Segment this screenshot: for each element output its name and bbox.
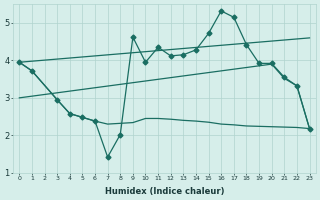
X-axis label: Humidex (Indice chaleur): Humidex (Indice chaleur)	[105, 187, 224, 196]
